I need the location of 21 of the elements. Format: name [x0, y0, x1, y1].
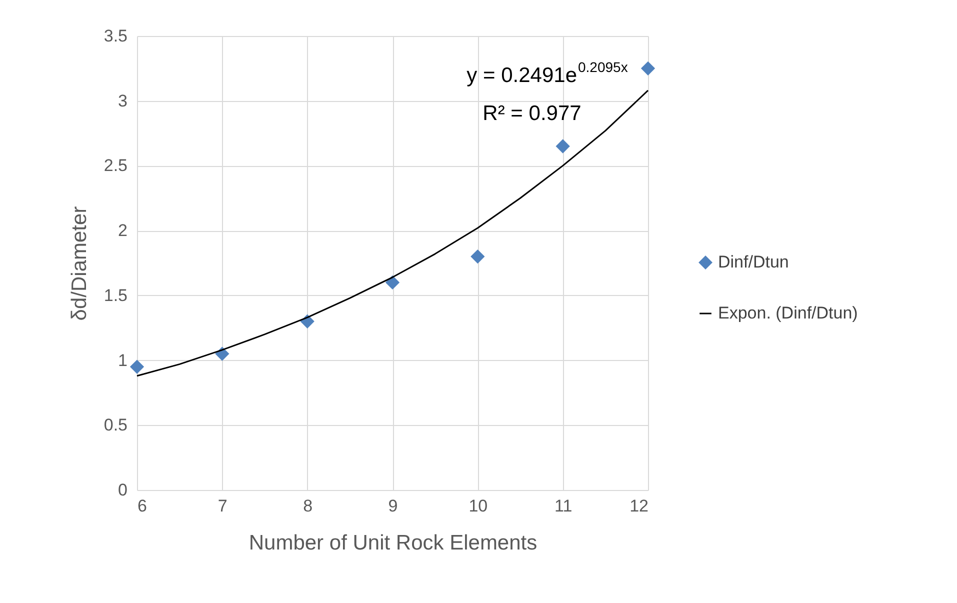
y-tick-label: 1.5	[104, 286, 128, 305]
y-tick-label: 3	[118, 91, 128, 110]
x-tick-label: 11	[554, 496, 572, 516]
y-tick-label: 0.5	[104, 416, 128, 435]
x-tick-label: 12	[630, 496, 648, 516]
x-axis-title: Number of Unit Rock Elements	[248, 532, 538, 554]
y-axis-title: δd/Diameter	[68, 206, 91, 321]
x-tick-label: 10	[468, 496, 488, 516]
annotation: R² = 0.977	[482, 102, 582, 125]
x-tick-label: 8	[303, 496, 313, 516]
y-tick-label: 3.5	[104, 26, 128, 46]
x-tick-label: 9	[388, 496, 398, 516]
y-tick-label: 1	[118, 350, 128, 370]
y-tick-label: 2.5	[104, 156, 128, 176]
legend-label: Expon. (Dinf/Dtun)	[718, 304, 858, 322]
x-tick-label: 7	[218, 496, 228, 516]
line-series	[136, 90, 649, 377]
y-tick-label: 2	[118, 221, 128, 240]
y-tick-label: 0	[118, 480, 128, 500]
legend-label: Dinf/Dtun	[718, 252, 789, 272]
x-tick-label: 6	[138, 496, 147, 516]
